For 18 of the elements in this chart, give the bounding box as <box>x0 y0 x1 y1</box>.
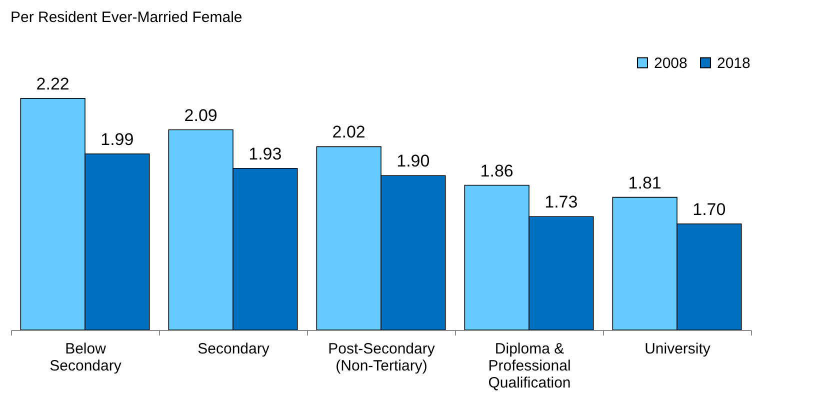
data-label: 1.81 <box>628 173 662 192</box>
data-label: 2.02 <box>332 122 366 142</box>
legend-label: 2018 <box>717 54 750 72</box>
x-tick-label: Secondary <box>198 340 270 358</box>
data-label: 1.70 <box>692 200 726 219</box>
x-tick-label: University <box>644 340 711 358</box>
data-label: 1.86 <box>480 161 514 180</box>
chart-title: Per Resident Ever-Married Female <box>10 9 242 26</box>
x-tick-label: Diploma & Professional Qualification <box>488 340 571 392</box>
x-tick-label: Below Secondary <box>50 340 122 374</box>
data-label: 2.09 <box>184 106 218 125</box>
data-label: 1.93 <box>248 144 282 164</box>
x-tick-label: Post-Secondary (Non-Tertiary) <box>328 340 436 374</box>
data-label: 2.22 <box>36 74 70 94</box>
data-label: 1.73 <box>544 192 578 212</box>
data-label: 1.99 <box>100 130 134 149</box>
legend-label: 2008 <box>654 54 688 72</box>
data-label: 1.90 <box>396 152 430 171</box>
